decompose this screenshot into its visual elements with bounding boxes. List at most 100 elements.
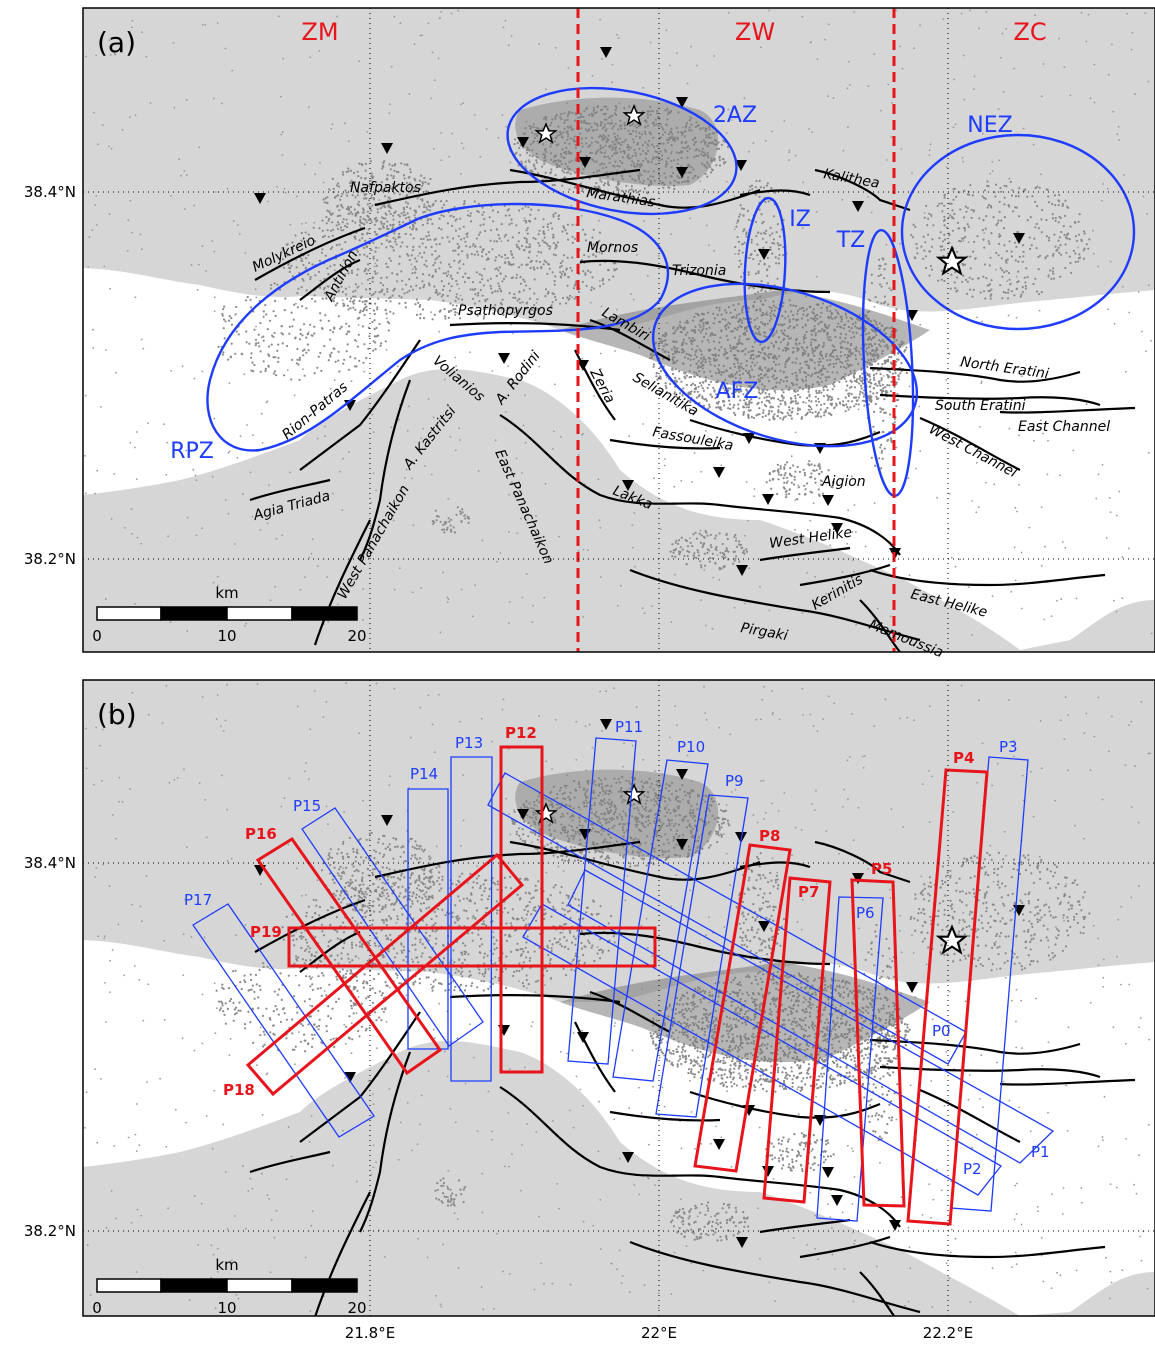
profile-p6-box: [816, 896, 884, 1222]
profile-p15-box: [301, 807, 484, 1047]
station-triangle-icon: [600, 47, 612, 58]
scalebar-b: km 0 10 20: [92, 1256, 366, 1317]
station-triangle-icon: [831, 523, 843, 534]
profile-p2-box: [522, 903, 1002, 1196]
fault-label-nafpaktos: Nafpaktos: [350, 180, 421, 196]
station-triangle-icon: [517, 137, 529, 148]
station-triangle-icon: [579, 157, 591, 168]
station-triangle-icon: [498, 353, 510, 364]
dense-seismicity-afz-b: [560, 962, 930, 1063]
station-triangle-icon: [762, 494, 774, 505]
station-triangle-icon: [713, 467, 725, 478]
station-triangle-icon: [381, 143, 393, 154]
profile-label-p3: P3: [999, 738, 1018, 756]
mainshock-stars-b: [534, 783, 969, 955]
star-icon: [622, 104, 646, 126]
fault-label-aigion: Aigion: [821, 474, 866, 490]
profile-p10-box: [612, 759, 709, 1082]
profile-p8-box: [693, 843, 792, 1173]
profile-p5-box: [850, 878, 906, 1208]
profile-label-p2: P2: [963, 1160, 982, 1178]
profile-label-p9: P9: [725, 772, 744, 790]
profile-label-p1: P1: [1031, 1143, 1050, 1161]
profile-label-p17: P17: [184, 891, 212, 909]
panel-b-frame: [82, 679, 1155, 1317]
station-triangle-icon: [814, 1115, 826, 1126]
panel-a-basemap: km 0 10 20: [83, 8, 1155, 652]
profile-label-p0: P0: [932, 1022, 951, 1040]
seismic-stations-a: [254, 47, 1025, 576]
star-icon: [935, 924, 969, 955]
station-triangle-icon: [831, 1195, 843, 1206]
profile-p13-box: [450, 756, 493, 1082]
cluster-label-iz: IZ: [789, 207, 811, 232]
panel-b: km 0 10 20 (b) 38.4°N 38.2°N 21.8°E 22°E…: [24, 679, 1155, 1342]
cluster-nez-outline: [900, 133, 1136, 331]
station-triangle-icon: [906, 982, 918, 993]
fault-label-east-channel: East Channel: [1018, 419, 1110, 435]
station-triangle-icon: [852, 873, 864, 884]
station-triangle-icon: [758, 921, 770, 932]
panel-a-frame: [82, 7, 1155, 653]
station-triangle-icon: [743, 433, 755, 444]
scalebar-unit: km: [215, 1256, 238, 1274]
scalebar-tick-10: 10: [217, 627, 236, 645]
star-icon: [935, 245, 969, 276]
lat-label-38-2-b: 38.2°N: [24, 1222, 76, 1240]
profile-label-p14: P14: [410, 765, 438, 783]
profile-label-p5: P5: [871, 860, 892, 878]
station-triangle-icon: [344, 1072, 356, 1083]
cluster-2az-outline: [506, 86, 738, 216]
station-triangle-icon: [600, 719, 612, 730]
station-triangle-icon: [735, 160, 747, 171]
scalebar-tick-0: 0: [92, 627, 102, 645]
profile-label-p15: P15: [293, 797, 321, 815]
profile-p14-box: [407, 788, 449, 1050]
station-triangle-icon: [676, 839, 688, 850]
star-icon: [622, 783, 646, 805]
profile-p17-box: [192, 903, 375, 1138]
fault-label-trizonia: Trizonia: [672, 263, 726, 279]
station-triangle-icon: [736, 1237, 748, 1248]
gridlines-b: [83, 680, 1155, 1316]
station-triangle-icon: [822, 495, 834, 506]
profile-p7-box: [762, 876, 832, 1204]
station-triangle-icon: [676, 769, 688, 780]
scalebar-tick-20: 20: [347, 1299, 366, 1317]
station-triangle-icon: [381, 815, 393, 826]
station-triangle-icon: [822, 1167, 834, 1178]
profile-p9-box: [655, 794, 749, 1118]
scalebar-unit: km: [215, 584, 238, 602]
station-triangle-icon: [758, 249, 770, 260]
profile-p4-box: [906, 768, 989, 1226]
station-triangle-icon: [713, 1139, 725, 1150]
lat-label-38-2-a: 38.2°N: [24, 550, 76, 568]
profile-p11-box: [567, 737, 637, 1065]
profiles-red: [245, 745, 989, 1226]
profile-label-p4: P4: [953, 749, 974, 767]
profile-p0-box: [487, 772, 967, 1065]
dense-seismicity-2az: [515, 97, 719, 186]
dense-seismicity-2az-b: [515, 769, 719, 858]
panel-a: km 0 10 20 (a) 38.4°N 38.2°N ZM ZW ZC 2A…: [24, 7, 1155, 661]
fault-label-mornos: Mornos: [587, 240, 638, 256]
station-triangle-icon: [517, 809, 529, 820]
station-triangle-icon: [622, 1152, 634, 1163]
profile-label-p6: P6: [856, 904, 875, 922]
fault-label-psathopyrgos: Psathopyrgos: [458, 303, 553, 319]
station-triangle-icon: [852, 201, 864, 212]
mainshock-stars-a: [534, 104, 969, 276]
cluster-iz-outline: [743, 196, 787, 344]
profile-p19-box: [287, 926, 657, 968]
panel-b-label: (b): [97, 698, 137, 731]
scalebar-tick-10: 10: [217, 1299, 236, 1317]
station-triangle-icon: [254, 193, 266, 204]
profile-labels-blue: P0 P1 P2 P3 P6 P9 P10 P11 P13 P14 P15 P1…: [184, 718, 1050, 1178]
lon-label-21-8: 21.8°E: [345, 1324, 395, 1342]
station-triangle-icon: [906, 310, 918, 321]
scalebar-tick-20: 20: [347, 627, 366, 645]
zone-label-zc: ZC: [1013, 18, 1046, 46]
fault-traces-a: [249, 168, 1136, 652]
panel-a-label: (a): [97, 26, 136, 59]
